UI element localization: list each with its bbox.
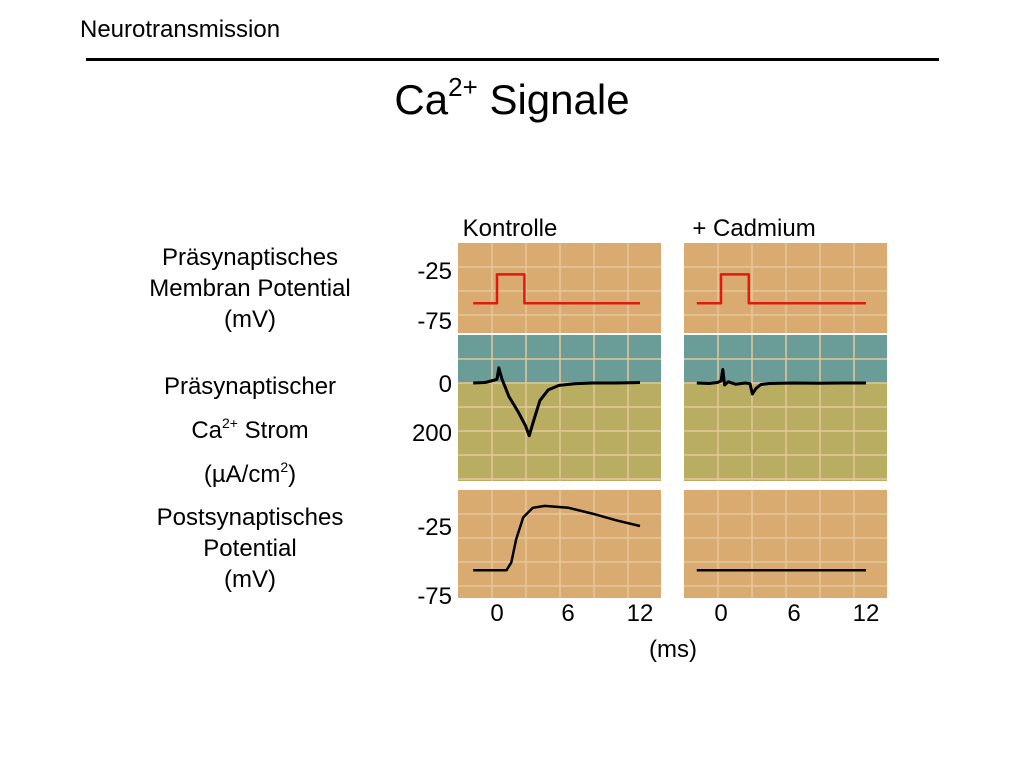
row-label-line: Präsynaptisches [161,244,339,271]
panel-presynaptic_ca_current-kontrolle [458,335,661,481]
title-superscript: 2+ [448,72,478,102]
panel-postsynaptic_potential-kontrolle [458,490,661,598]
row-label-presynaptic-ca-current: Präsynaptischer Ca2+ Strom (µA/cm2) [120,369,380,493]
panel-presynaptic_potential-kontrolle [458,243,661,333]
row-label-line: Membran Potential [149,275,351,302]
row-label-superscript: 2 [280,459,289,475]
trace-presynaptic_ca_current-kontrolle [473,366,641,438]
panel-postsynaptic_potential-cadmium [684,490,887,598]
row-label-text: Strom [237,417,309,444]
row-label-text: Ca [191,417,223,444]
x-axis-unit: (ms) [649,636,697,663]
panel-presynaptic_potential-cadmium [684,243,887,333]
slide-header: Neurotransmission [80,16,281,43]
row-label-line: (µA/cm2) [120,449,380,493]
row-label-line: Ca2+ Strom [120,405,380,449]
trace-presynaptic_potential-kontrolle [473,273,640,305]
x-tick-label: 12 [627,600,654,627]
row-label-superscript: 2+ [222,415,238,431]
trace-presynaptic_potential-cadmium [696,273,866,305]
row-label-presynaptic-potential: Präsynaptisches Membran Potential (mV) [120,242,380,335]
title-rest: Signale [477,76,630,123]
row-label-line: Postsynaptisches [156,504,344,531]
column-label-cadmium: + Cadmium [692,215,815,242]
x-tick-label: 12 [853,600,880,627]
x-tick-label: 0 [490,600,503,627]
x-tick-label: 0 [714,600,727,627]
row-label-postsynaptic-potential: Postsynaptisches Potential (mV) [120,502,380,595]
title-main: Ca [394,76,449,123]
header-rule [86,58,939,61]
y-tick-label: -75 [417,308,452,335]
trace-postsynaptic_potential-kontrolle [473,504,641,572]
x-tick-label: 6 [787,600,800,627]
y-tick-label: -25 [417,514,452,541]
y-tick-label: 200 [412,420,452,447]
row-label-text: (µA/cm [203,461,281,488]
trace-presynaptic_ca_current-cadmium [696,368,866,396]
panel-presynaptic_ca_current-cadmium [684,335,887,481]
slide-title: Ca2+ Signale [0,72,1024,124]
y-tick-label: -75 [417,583,452,610]
row-label-line: (mV) [224,566,276,593]
row-label-line: (mV) [224,306,276,333]
row-label-line: Potential [203,535,297,562]
column-label-kontrolle: Kontrolle [463,215,558,242]
x-tick-label: 6 [561,600,574,627]
row-label-line: Präsynaptischer [163,373,337,400]
y-tick-label: 0 [439,371,452,398]
row-label-text: ) [288,461,297,488]
y-tick-label: -25 [417,258,452,285]
